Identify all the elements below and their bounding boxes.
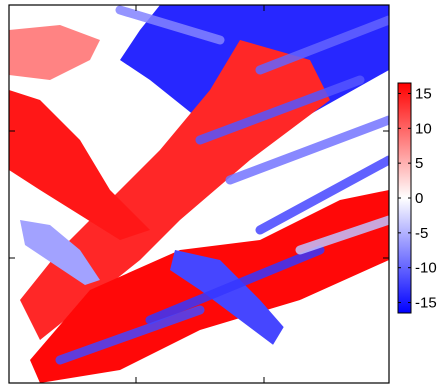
colorbar-tick-label: 10	[415, 120, 432, 137]
heatmap-streak	[195, 75, 365, 145]
heatmap-cells	[9, 5, 389, 383]
heatmap-region	[250, 280, 389, 383]
colorbar-tick-label: -10	[415, 260, 437, 277]
colorbar-tick-label: 5	[415, 155, 423, 172]
heatmap-region	[20, 40, 330, 340]
heatmap-region	[9, 25, 100, 80]
axis-ticks	[9, 5, 389, 383]
heatmap-region	[9, 90, 150, 240]
heatmap-streak	[255, 155, 389, 235]
heatmap-region	[170, 250, 295, 350]
heatmap-streak	[115, 5, 225, 45]
heatmap-streak	[225, 115, 389, 185]
colorbar-tick-label: 0	[415, 190, 423, 207]
colorbar-tick-label: -5	[415, 225, 428, 242]
heatmap-streak	[255, 15, 389, 75]
heatmap-streak	[145, 245, 325, 325]
heatmap-plot-area	[8, 4, 390, 384]
colorbar-tick-label: -15	[415, 295, 437, 312]
heatmap-region	[20, 220, 100, 285]
colorbar: 15 10 5 0 -5 -10 -15	[397, 82, 437, 314]
colorbar-tick-label: 15	[415, 85, 432, 102]
colorbar-ticks: 15 10 5 0 -5 -10 -15	[398, 85, 437, 312]
heatmap-streak	[55, 305, 205, 365]
plot-frame	[8, 4, 390, 384]
heatmap-streak	[295, 215, 389, 255]
